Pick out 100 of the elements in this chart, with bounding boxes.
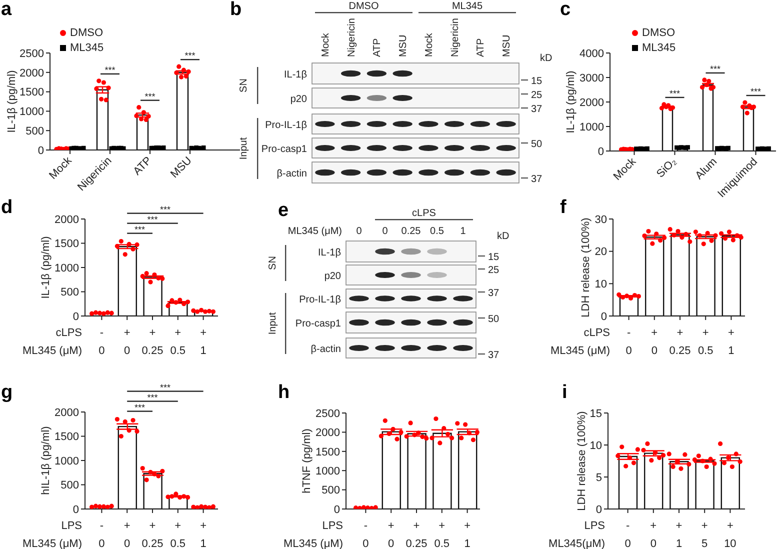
x-tick-label: - 0: [626, 327, 632, 357]
category-label: 0.5: [430, 226, 444, 237]
x-tick-label: - 0: [624, 520, 631, 549]
x-tick-label: + 0: [650, 520, 657, 549]
text: kD: [540, 53, 552, 64]
x-tick-label: + 0.5: [434, 520, 450, 549]
legend-label: ML345: [642, 42, 676, 54]
y-tick-label: 0: [38, 144, 44, 157]
y-tick-label: 5: [596, 472, 602, 484]
y-tick-label: 2000: [580, 96, 604, 109]
category-label: 1: [460, 226, 466, 237]
text: ***: [147, 392, 158, 402]
y-tick-label: 2000: [54, 406, 79, 419]
y-tick-label: 2000: [20, 67, 44, 80]
category-label: 15: [488, 252, 500, 263]
y-tick-label: 0: [72, 504, 79, 516]
legend-label: ML345: [70, 42, 104, 54]
y-tick-label: 1000: [20, 106, 44, 118]
y-tick-label: 1000: [54, 455, 79, 468]
category-label: Pro-casp1: [261, 144, 307, 155]
category-label: MSU: [398, 34, 410, 57]
y-tick-label: 1500: [54, 238, 79, 250]
x-axis-title: LPS ML345(μM): [548, 520, 605, 549]
chart-title: a: [1, 0, 12, 20]
text: ML345: [452, 1, 483, 12]
legend-label: DMSO: [642, 27, 675, 39]
category-label: Pro-IL-1β: [299, 294, 341, 306]
y-tick-label: 1500: [54, 431, 79, 444]
category-label: Mock: [424, 32, 435, 57]
y-tick-label: 1000: [316, 466, 340, 478]
category-label: Nigericin: [346, 18, 358, 57]
y-tick-label: 500: [60, 286, 79, 299]
y-axis-title: LDH release (100%): [576, 411, 588, 511]
y-tick-label: 20: [594, 246, 607, 258]
x-tick-label: + 10: [724, 520, 736, 549]
category-label: Pro-IL-1β: [265, 120, 307, 131]
y-tick-label: 0: [598, 146, 604, 158]
annotation: ***: [710, 64, 721, 74]
annotation: ***: [134, 224, 146, 234]
x-tick-label: + 1: [676, 520, 682, 549]
x-tick-label: + 0.25: [406, 520, 428, 549]
annotation: ***: [104, 64, 116, 75]
category-label: Mock: [320, 32, 332, 57]
y-axis-title: hTNF (pg/ml): [301, 428, 313, 494]
y-axis-title: hIL-1β (pg/ml): [40, 426, 52, 495]
category-label: β-actin: [310, 344, 341, 355]
category-label: 37: [488, 288, 500, 299]
y-tick-label: 30: [594, 214, 607, 226]
text: kD: [497, 231, 510, 242]
category-label: ATP: [476, 38, 487, 57]
y-tick-label: 4000: [580, 48, 604, 60]
annotation: ***: [144, 91, 156, 102]
x-tick-label: + 0.25: [669, 327, 691, 357]
y-tick-label: 1500: [20, 86, 44, 99]
text: b: [230, 0, 242, 20]
x-axis-title: cLPS ML345 (μM): [22, 327, 82, 357]
annotation: ***: [184, 50, 196, 61]
y-tick-label: 2500: [316, 408, 340, 420]
category-label: IL-1β: [284, 70, 307, 80]
y-tick-label: 10: [594, 278, 607, 291]
category-label: ATP: [372, 38, 384, 57]
y-tick-label: 0: [600, 310, 607, 323]
y-tick-label: 1000: [580, 121, 604, 134]
category-label: MSU: [502, 34, 513, 57]
y-axis-title: LDH release (100%): [580, 218, 592, 318]
y-tick-label: 2500: [20, 48, 44, 60]
x-tick-label: + 0.5: [170, 520, 186, 549]
y-tick-label: 1500: [316, 446, 340, 458]
text: ML345 (μM): [288, 226, 342, 237]
x-tick-label: + 0.5: [170, 327, 186, 357]
annotation: ***: [147, 214, 158, 224]
x-tick-label: - 0: [98, 520, 105, 549]
category-label: p20: [324, 271, 341, 282]
y-axis-title: IL-1β (pg/ml): [40, 236, 52, 299]
category-label: 0: [356, 226, 362, 237]
annotation: ***: [134, 402, 146, 412]
y-tick-label: 500: [26, 126, 44, 138]
category-label: 37: [488, 350, 500, 361]
y-tick-label: 2000: [316, 427, 340, 440]
x-axis-title: cLPS ML345 (μM): [550, 327, 610, 357]
y-axis-title: IL-1β (pg/ml): [565, 70, 577, 134]
x-tick-label: + 0.25: [142, 520, 164, 549]
text: ***: [160, 382, 171, 392]
x-tick-label: - 0: [98, 327, 105, 357]
legend-label: DMSO: [70, 27, 103, 39]
y-tick-label: 500: [322, 484, 340, 497]
y-axis-title: IL-1β (pg/ml): [6, 70, 18, 133]
y-tick-label: 0: [72, 310, 79, 323]
annotation: Input: [238, 137, 250, 160]
annotation: ***: [750, 86, 762, 96]
category-label: 25: [488, 265, 500, 276]
category-label: 50: [488, 314, 500, 325]
chart-title: h: [278, 382, 290, 403]
category-label: 50: [531, 139, 542, 150]
x-tick-label: + 1: [200, 327, 207, 357]
annotation: ***: [669, 88, 680, 98]
category-label: Pro-casp1: [295, 318, 341, 330]
x-tick-label: + 0: [388, 520, 394, 549]
category-label: 0: [382, 226, 388, 237]
category-label: 15: [531, 76, 542, 87]
